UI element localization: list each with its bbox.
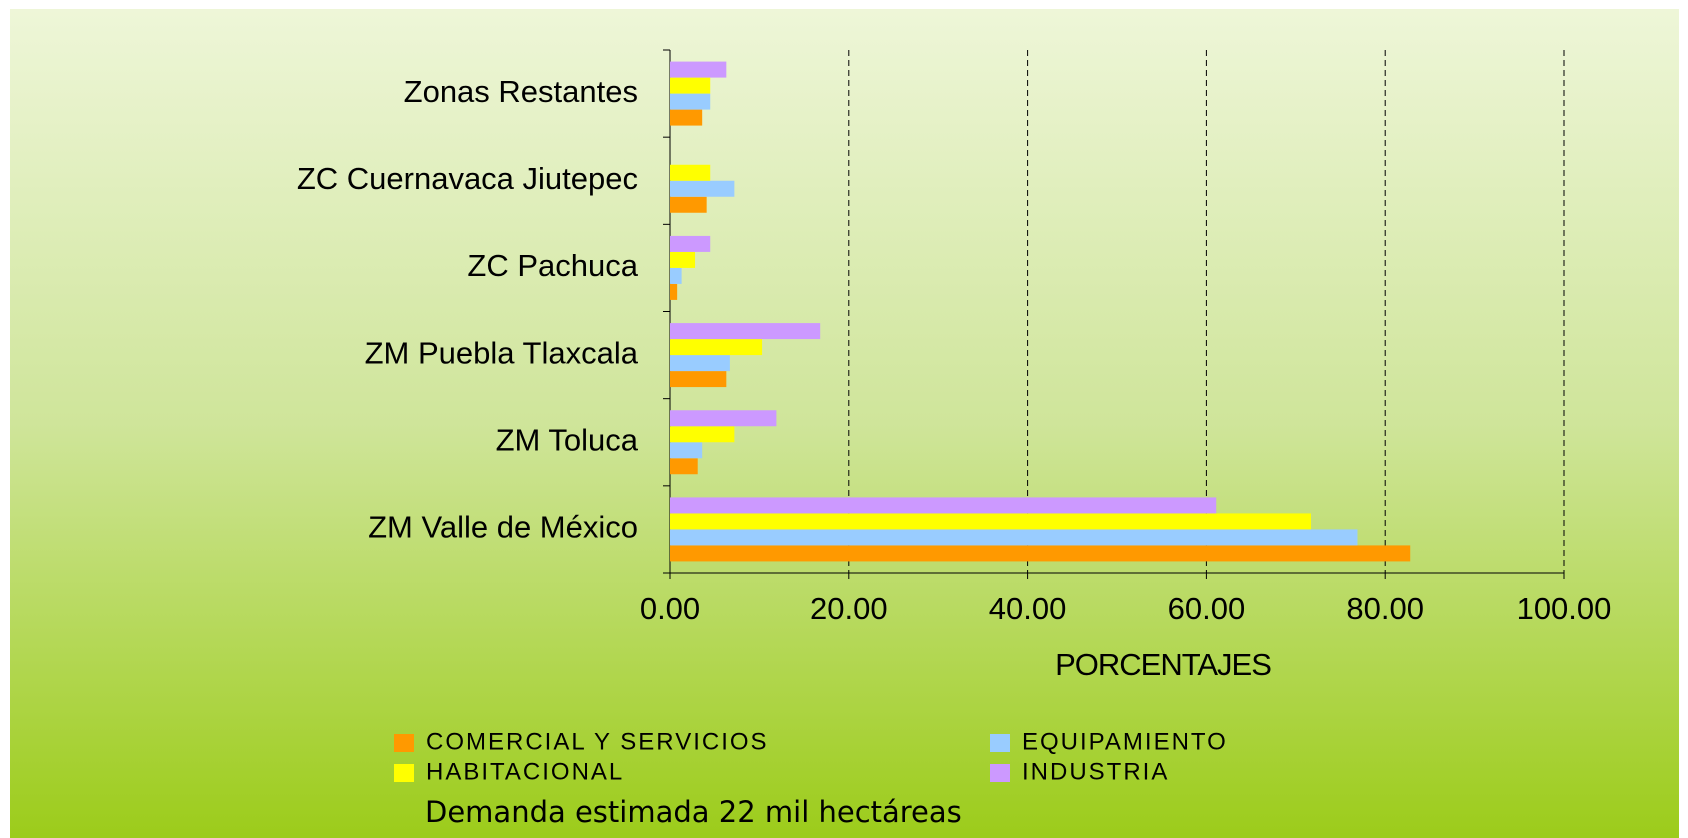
bar	[670, 458, 698, 475]
background	[10, 9, 1679, 838]
bar	[670, 61, 727, 78]
x-tick-label: 0.00	[640, 591, 700, 626]
bar	[670, 77, 711, 94]
bar	[670, 545, 1411, 562]
bar	[670, 410, 777, 427]
bar	[670, 339, 763, 356]
y-tick-label: ZM Valle de México	[368, 510, 638, 545]
bar	[670, 355, 730, 372]
x-axis-label: PORCENTAJES	[1055, 647, 1271, 682]
bar	[670, 323, 821, 340]
legend-swatch	[990, 734, 1010, 752]
bar	[670, 180, 735, 197]
bar	[670, 251, 696, 268]
bar	[670, 442, 703, 459]
legend-swatch	[394, 734, 414, 752]
legend-label: INDUSTRIA	[1022, 758, 1169, 785]
bar	[670, 529, 1358, 546]
y-tick-label: Zonas Restantes	[404, 74, 638, 109]
bar	[670, 371, 727, 388]
bar	[670, 109, 703, 126]
y-tick-label: ZM Toluca	[496, 422, 639, 457]
x-tick-label: 100.00	[1517, 591, 1612, 626]
legend-swatch	[394, 764, 414, 782]
bar	[670, 196, 707, 213]
bar	[670, 164, 711, 181]
legend-label: COMERCIAL Y SERVICIOS	[426, 728, 769, 755]
bar	[670, 513, 1311, 530]
note: Demanda estimada 22 mil hectáreas	[425, 795, 962, 829]
bar	[670, 267, 682, 284]
legend-swatch	[990, 764, 1010, 782]
legend-label: HABITACIONAL	[426, 758, 624, 785]
bar	[670, 93, 711, 110]
bar	[670, 283, 678, 300]
y-tick-label: ZC Cuernavaca Jiutepec	[297, 161, 638, 196]
y-tick-label: ZM Puebla Tlaxcala	[365, 335, 639, 370]
bar	[670, 426, 735, 443]
bar	[670, 235, 711, 252]
bar	[670, 497, 1217, 514]
x-tick-label: 60.00	[1168, 591, 1246, 626]
y-tick-label: ZC Pachuca	[467, 248, 638, 283]
x-tick-label: 80.00	[1346, 591, 1424, 626]
x-tick-label: 40.00	[989, 591, 1067, 626]
x-tick-label: 20.00	[810, 591, 888, 626]
legend-label: EQUIPAMIENTO	[1022, 728, 1228, 755]
